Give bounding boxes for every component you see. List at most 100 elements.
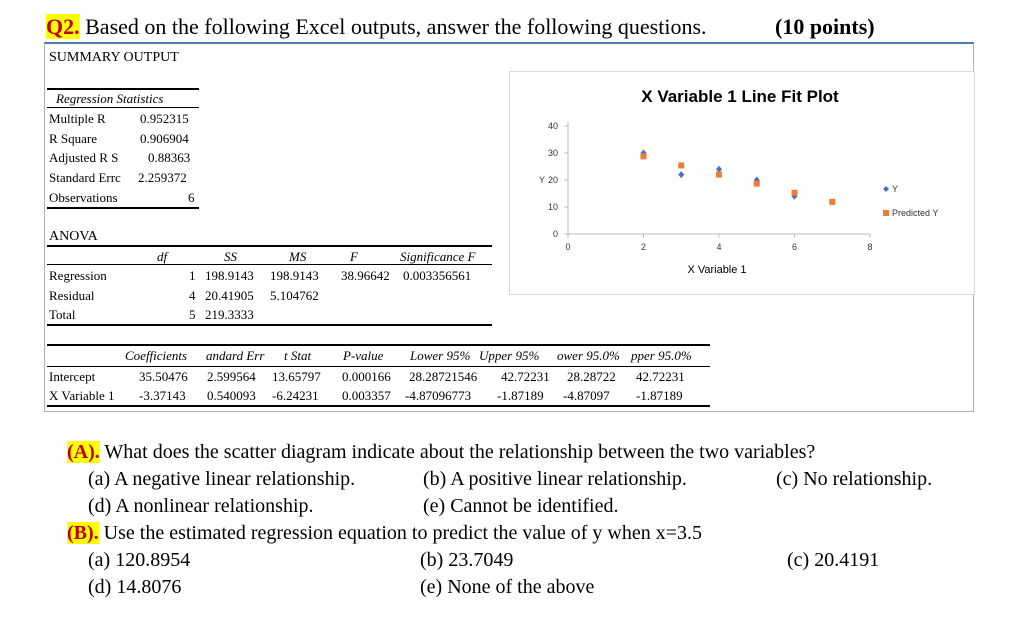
point-y bbox=[716, 165, 722, 173]
y-axis-label: Y bbox=[539, 175, 545, 185]
regstats-value: 0.906904 bbox=[140, 131, 189, 146]
anova-cell: 5.104762 bbox=[270, 288, 319, 303]
x-tick-label: 2 bbox=[641, 242, 646, 252]
part-b-label: (B). bbox=[67, 522, 99, 544]
anova-row-label: Total bbox=[49, 307, 76, 322]
coef-cell: 0.000166 bbox=[342, 369, 391, 384]
coef-cell: 28.28721546 bbox=[409, 369, 478, 384]
coef-cell: -3.37143 bbox=[139, 388, 186, 403]
coef-cell: 13.65797 bbox=[272, 369, 321, 384]
part-b-option-e: (e) None of the above bbox=[420, 576, 595, 598]
part-a-text: What does the scatter diagram indicate a… bbox=[104, 441, 816, 463]
regstats-label: R Square bbox=[49, 131, 98, 146]
coef-cell: -1.87189 bbox=[497, 388, 544, 403]
anova-cell: 20.41905 bbox=[205, 288, 254, 303]
coef-cell: 42.72231 bbox=[636, 369, 685, 384]
coef-header: t Stat bbox=[284, 348, 312, 363]
x-tick-label: 4 bbox=[716, 242, 721, 252]
y-tick-label: 10 bbox=[548, 202, 558, 212]
coef-cell: 35.50476 bbox=[139, 369, 188, 384]
part-a-option-a: (a) A negative linear relationship. bbox=[88, 468, 356, 490]
coef-header: Coefficients bbox=[125, 348, 188, 363]
anova-cell: 198.9143 bbox=[205, 268, 254, 283]
part-a-label: (A). bbox=[67, 441, 100, 463]
point-predicted-y bbox=[753, 180, 760, 187]
question-number: Q2. bbox=[46, 14, 80, 39]
legend-label: Predicted Y bbox=[892, 208, 938, 218]
anova-cell: 198.9143 bbox=[270, 268, 319, 283]
coef-header: pper 95.0% bbox=[631, 348, 692, 363]
question-points: (10 points) bbox=[775, 14, 875, 39]
part-b-option-b: (b) 23.7049 bbox=[420, 549, 514, 571]
chart-title: X Variable 1 Line Fit Plot bbox=[641, 87, 839, 106]
part-b-option-a: (a) 120.8954 bbox=[88, 549, 191, 571]
y-tick-label: 40 bbox=[548, 121, 558, 131]
regstats-value: 6 bbox=[188, 190, 195, 205]
point-predicted-y bbox=[678, 162, 685, 169]
summary-title: SUMMARY OUTPUT bbox=[49, 50, 179, 65]
anova-cell: 0.003356561 bbox=[403, 268, 472, 283]
anova-cell: 1 bbox=[189, 268, 196, 283]
anova-header-ms: MS bbox=[289, 249, 307, 264]
point-predicted-y bbox=[716, 171, 722, 178]
coef-cell: -1.87189 bbox=[636, 388, 683, 403]
point-predicted-y bbox=[640, 153, 647, 160]
part-a-option-d: (d) A nonlinear relationship. bbox=[88, 495, 314, 517]
anova-cell: 5 bbox=[189, 307, 196, 322]
regstats-value: 2.259372 bbox=[138, 170, 187, 185]
regstats-value: 0.88363 bbox=[148, 150, 191, 165]
part-a-option-b: (b) A positive linear relationship. bbox=[423, 468, 687, 490]
anova-cell: 219.3333 bbox=[205, 307, 254, 322]
anova-cell: 38.96642 bbox=[341, 268, 390, 283]
anova-row-label: Residual bbox=[49, 288, 95, 303]
coef-cell: 42.72231 bbox=[501, 369, 550, 384]
line-fit-plot: X Variable 1 Line Fit Plot X Variable 1 … bbox=[509, 71, 975, 295]
point-predicted-y bbox=[791, 189, 798, 196]
y-tick-label: 0 bbox=[553, 229, 558, 239]
coef-row-label: X Variable 1 bbox=[49, 388, 115, 403]
x-tick-label: 6 bbox=[792, 242, 797, 252]
coef-cell: 0.540093 bbox=[207, 388, 256, 403]
question-header: Q2. Based on the following Excel outputs… bbox=[46, 14, 707, 40]
anova-cell: 4 bbox=[189, 288, 196, 303]
anova-header-f: F bbox=[350, 249, 358, 264]
part-a-option-c: (c) No relationship. bbox=[776, 468, 933, 490]
coef-row-label: Intercept bbox=[49, 369, 96, 384]
point-predicted-y bbox=[829, 198, 836, 205]
part-a-question: (A). What does the scatter diagram indic… bbox=[67, 441, 815, 464]
legend-marker-y bbox=[883, 186, 889, 192]
part-b-text: Use the estimated regression equation to… bbox=[103, 522, 703, 544]
y-tick-label: 20 bbox=[548, 175, 558, 185]
coef-header: ower 95.0% bbox=[557, 348, 620, 363]
coef-header: Upper 95% bbox=[479, 348, 540, 363]
anova-header-ss: SS bbox=[224, 249, 237, 264]
regstats-label: Adjusted R S bbox=[49, 150, 119, 165]
coef-cell: 28.28722 bbox=[567, 369, 616, 384]
part-b-question: (B). Use the estimated regression equati… bbox=[67, 522, 702, 545]
question-text: Based on the following Excel outputs, an… bbox=[85, 14, 707, 39]
anova-row-label: Regression bbox=[49, 268, 107, 283]
anova-header-df: df bbox=[157, 249, 168, 264]
line-fit-plot-svg: X Variable 1 Line Fit Plot X Variable 1 … bbox=[539, 87, 938, 276]
x-tick-label: 0 bbox=[565, 242, 570, 252]
coef-header: Lower 95% bbox=[410, 348, 471, 363]
part-b-option-d: (d) 14.8076 bbox=[88, 576, 182, 598]
coef-cell: -4.87097 bbox=[563, 388, 610, 403]
regstats-value: 0.952315 bbox=[140, 111, 189, 126]
part-b-option-c: (c) 20.4191 bbox=[787, 549, 880, 571]
point-y bbox=[678, 171, 685, 179]
y-tick-label: 30 bbox=[548, 148, 558, 158]
anova-header-sig: Significance F bbox=[400, 249, 476, 264]
coef-cell: 0.003357 bbox=[342, 388, 391, 403]
coef-cell: 2.599564 bbox=[207, 369, 256, 384]
x-tick-label: 8 bbox=[867, 242, 872, 252]
anova-title: ANOVA bbox=[49, 229, 98, 244]
regstats-label: Standard Errc bbox=[49, 170, 121, 185]
regstats-label: Observations bbox=[49, 190, 118, 205]
coef-cell: -6.24231 bbox=[272, 388, 319, 403]
regstats-label: Multiple R bbox=[49, 111, 106, 126]
part-a-option-e: (e) Cannot be identified. bbox=[423, 495, 619, 517]
regstats-header: Regression Statistics bbox=[56, 91, 164, 106]
coef-cell: -4.87096773 bbox=[405, 388, 472, 403]
coef-header: andard Err bbox=[206, 348, 265, 363]
